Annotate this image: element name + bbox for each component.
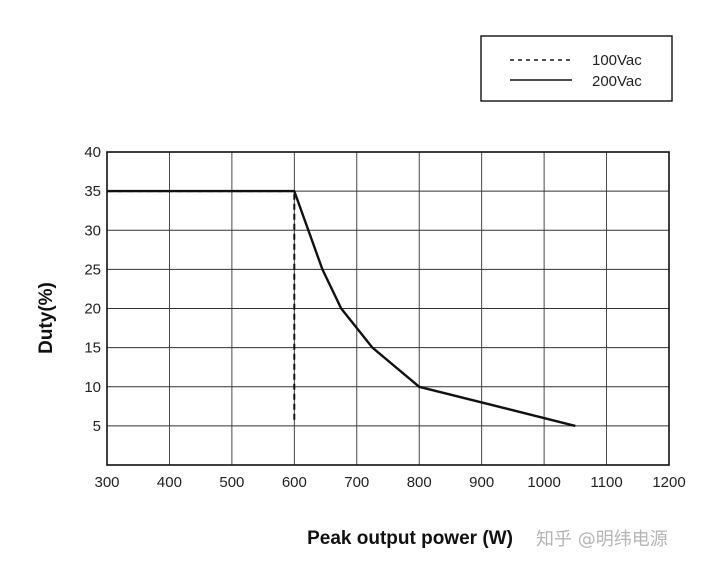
legend: 100Vac 200Vac [480,35,673,102]
y-tick-label: 5 [93,418,101,435]
x-tick-label: 1000 [527,474,560,491]
watermark: 知乎 @明纬电源 [536,529,668,550]
grid [106,151,670,465]
x-tick-label: 800 [407,474,432,491]
x-axis-title: Peak output power (W) [307,528,513,549]
y-axis-title: Duty(%) [36,282,57,354]
x-tick-label: 500 [219,474,244,491]
y-tick-label: 30 [84,222,101,239]
series-layer [107,189,576,428]
y-tick-label: 40 [84,144,101,161]
y-tick-label: 25 [84,261,101,278]
x-tick-label: 900 [469,474,494,491]
y-tick-label: 35 [84,183,101,200]
y-tick-label: 10 [84,379,101,396]
y-tick-labels: 5 10 15 20 25 30 35 40 [84,144,101,435]
y-tick-label: 20 [84,301,101,318]
x-tick-label: 1200 [652,474,685,491]
series-line-200vac [107,189,576,428]
series-line-100vac [107,190,296,422]
legend-label-100vac: 100Vac [592,52,642,69]
x-tick-label: 1100 [590,474,622,491]
plot-frame [106,151,670,466]
x-tick-label: 400 [157,474,182,491]
legend-box [480,35,673,102]
legend-label-200vac: 200Vac [592,73,642,90]
x-tick-label: 300 [94,474,119,491]
y-tick-label: 15 [84,340,101,357]
x-tick-label: 700 [344,474,369,491]
x-tick-labels: 300 400 500 600 700 800 900 1000 1100 1200 [94,474,685,491]
x-tick-label: 600 [282,474,307,491]
